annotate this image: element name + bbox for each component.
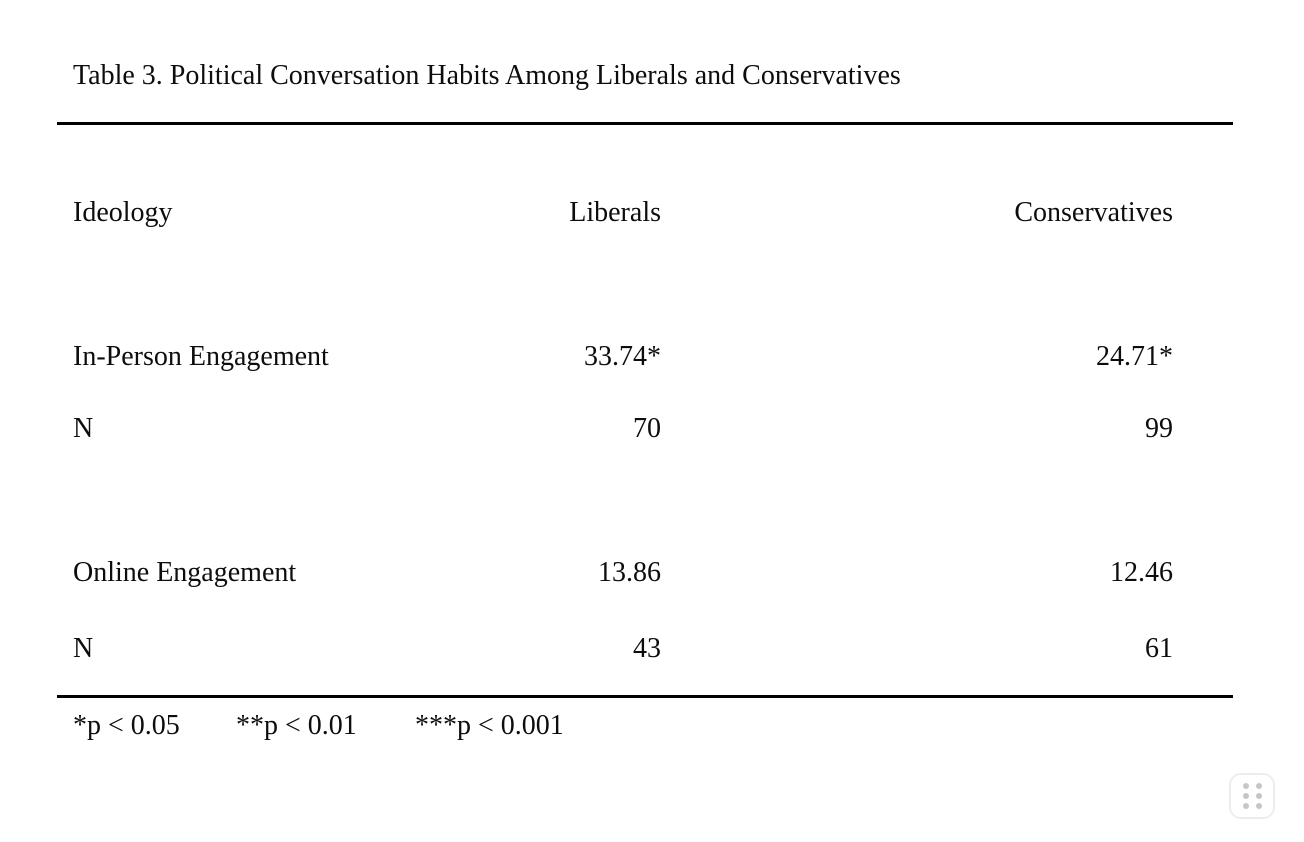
cell-liberals-value: 33.74*	[584, 341, 661, 372]
drag-handle-button[interactable]	[1229, 773, 1275, 819]
table-header-row: Ideology Liberals Conservatives	[57, 199, 1233, 229]
cell-liberals-value: 13.86	[598, 557, 661, 588]
table-row: N 43 61	[57, 635, 1233, 665]
row-label: Online Engagement	[73, 557, 297, 588]
table-row: In-Person Engagement 33.74* 24.71*	[57, 343, 1233, 373]
note-p-05: *p < 0.05	[73, 710, 180, 741]
column-header-ideology: Ideology	[73, 197, 173, 228]
note-p-01: **p < 0.01	[236, 710, 357, 741]
table-top-rule	[57, 122, 1233, 125]
table-row: N 70 99	[57, 415, 1233, 445]
cell-conservatives-value: 99	[1145, 413, 1173, 444]
grid-dots-icon	[1242, 783, 1262, 809]
significance-notes: *p < 0.05 **p < 0.01 ***p < 0.001	[57, 712, 1233, 742]
table-bottom-rule	[57, 695, 1233, 698]
row-label: In-Person Engagement	[73, 341, 329, 372]
cell-conservatives-value: 24.71*	[1096, 341, 1173, 372]
row-label: N	[73, 413, 94, 444]
cell-liberals-value: 70	[633, 413, 661, 444]
table-caption: Table 3. Political Conversation Habits A…	[73, 60, 901, 91]
row-label: N	[73, 633, 94, 664]
cell-conservatives-value: 12.46	[1110, 557, 1173, 588]
note-p-001: ***p < 0.001	[415, 710, 564, 741]
cell-liberals-value: 43	[633, 633, 661, 664]
column-header-liberals: Liberals	[569, 197, 661, 228]
column-header-conservatives: Conservatives	[1014, 197, 1173, 228]
table-row: Online Engagement 13.86 12.46	[57, 559, 1233, 589]
cell-conservatives-value: 61	[1145, 633, 1173, 664]
